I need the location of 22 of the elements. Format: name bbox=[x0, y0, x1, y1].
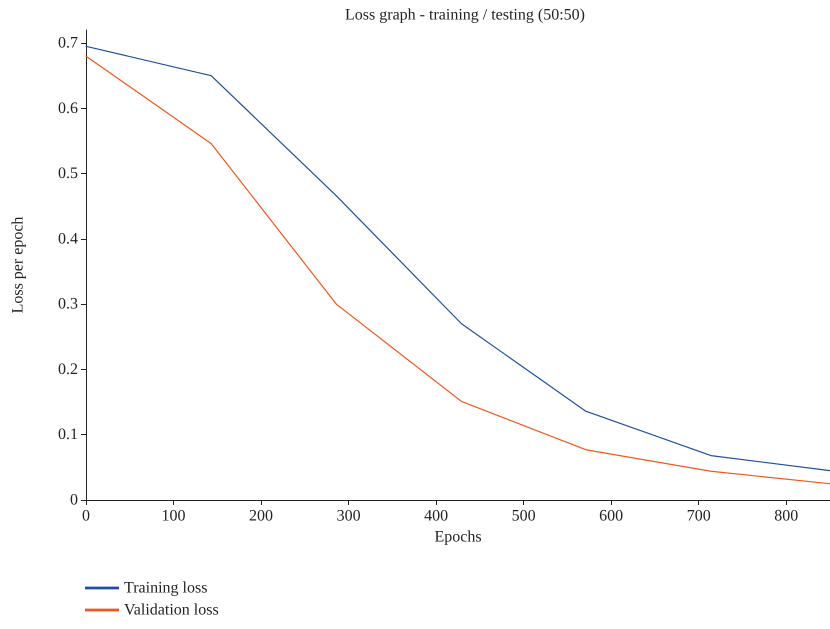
x-tick-label: 400 bbox=[424, 508, 448, 524]
y-axis-title: Loss per epoch bbox=[10, 216, 26, 314]
y-tick-label: 0.7 bbox=[58, 34, 78, 52]
x-tick-label: 200 bbox=[249, 508, 274, 524]
legend-label: Validation loss bbox=[124, 602, 219, 618]
x-tick-label: 500 bbox=[512, 508, 536, 524]
x-tick-label: 300 bbox=[336, 508, 361, 524]
y-tick-label: 0.3 bbox=[58, 296, 78, 313]
chart-title: Loss graph - training / testing (50:50) bbox=[345, 6, 585, 24]
x-tick-label: 600 bbox=[599, 508, 624, 524]
y-tick-label: 0.1 bbox=[58, 426, 78, 444]
y-tick-label: 0.2 bbox=[58, 360, 78, 378]
y-tick-label: 0.4 bbox=[58, 230, 78, 248]
x-tick-label: 0 bbox=[82, 508, 90, 524]
y-tick-label: 0 bbox=[70, 492, 78, 508]
x-tick-label: 800 bbox=[774, 508, 798, 524]
y-tick-label: 0.5 bbox=[58, 165, 78, 182]
legend-label: Training loss bbox=[124, 580, 208, 596]
x-tick-label: 100 bbox=[162, 508, 186, 524]
y-tick-label: 0.6 bbox=[58, 100, 78, 117]
x-axis-title: Epochs bbox=[434, 528, 482, 546]
x-tick-label: 700 bbox=[686, 508, 711, 524]
